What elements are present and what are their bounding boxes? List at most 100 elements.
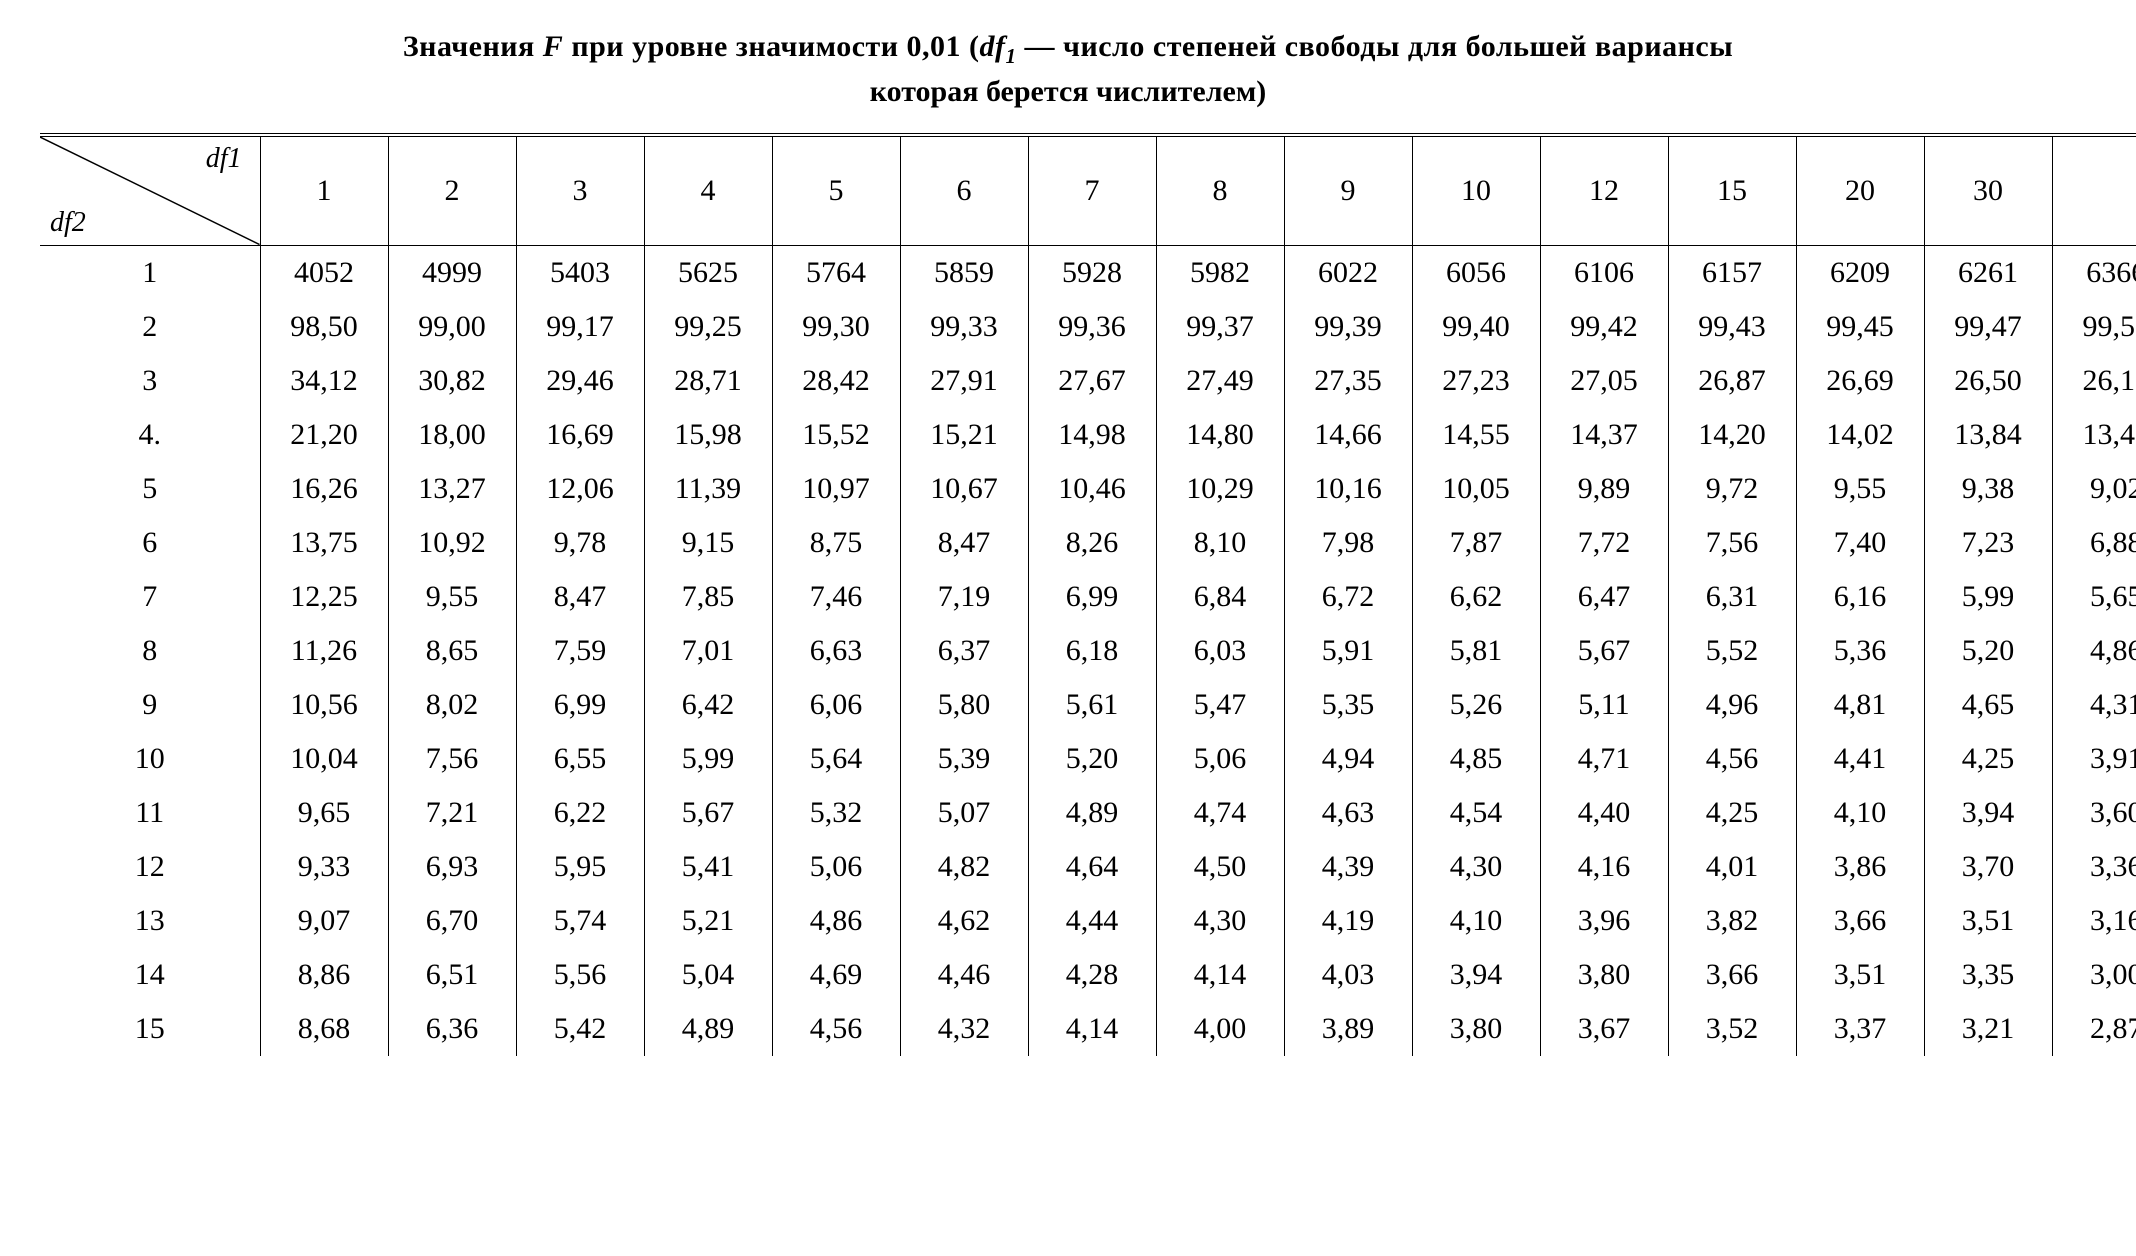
table-cell: 3,66 [1668, 948, 1796, 1002]
table-cell: 3,70 [1924, 840, 2052, 894]
table-cell: 26,69 [1796, 354, 1924, 408]
table-cell: 8,68 [260, 1002, 388, 1056]
table-cell: 27,35 [1284, 354, 1412, 408]
table-cell: 10,29 [1156, 462, 1284, 516]
table-cell: 2,87 [2052, 1002, 2136, 1056]
table-subtitle: которая берется числителем) [40, 75, 2096, 109]
table-cell: 4,01 [1668, 840, 1796, 894]
table-cell: 7,19 [900, 570, 1028, 624]
table-cell: 5,07 [900, 786, 1028, 840]
table-cell: 10,92 [388, 516, 516, 570]
table-cell: 6,93 [388, 840, 516, 894]
table-cell: 4,44 [1028, 894, 1156, 948]
table-row: 811,268,657,597,016,636,376,186,035,915,… [40, 624, 2136, 678]
table-cell: 6,16 [1796, 570, 1924, 624]
table-cell: 6022 [1284, 245, 1412, 300]
table-cell: 14,80 [1156, 408, 1284, 462]
table-cell: 7,01 [644, 624, 772, 678]
table-cell: 4,25 [1924, 732, 2052, 786]
table-cell: 3,37 [1796, 1002, 1924, 1056]
table-cell: 7,56 [1668, 516, 1796, 570]
table-cell: 3,36 [2052, 840, 2136, 894]
table-cell: 6,36 [388, 1002, 516, 1056]
table-row: 298,5099,0099,1799,2599,3099,3399,3699,3… [40, 300, 2136, 354]
table-cell: 5,39 [900, 732, 1028, 786]
table-cell: 13,75 [260, 516, 388, 570]
table-cell: 34,12 [260, 354, 388, 408]
table-cell: 6106 [1540, 245, 1668, 300]
table-cell: 5403 [516, 245, 644, 300]
table-cell: 5,99 [1924, 570, 2052, 624]
table-cell: 3,67 [1540, 1002, 1668, 1056]
table-cell: 5,41 [644, 840, 772, 894]
table-cell: 6,99 [1028, 570, 1156, 624]
table-cell: 6,84 [1156, 570, 1284, 624]
table-cell: 3,60 [2052, 786, 2136, 840]
title-df1: df1 [980, 30, 1017, 63]
table-cell: 15,98 [644, 408, 772, 462]
table-cell: 6,72 [1284, 570, 1412, 624]
table-cell: 14,98 [1028, 408, 1156, 462]
table-cell: 9,55 [1796, 462, 1924, 516]
table-cell: 6,99 [516, 678, 644, 732]
table-cell: 6,18 [1028, 624, 1156, 678]
table-row: 712,259,558,477,857,467,196,996,846,726,… [40, 570, 2136, 624]
table-cell: 99,17 [516, 300, 644, 354]
table-cell: 4,00 [1156, 1002, 1284, 1056]
table-cell: 4,81 [1796, 678, 1924, 732]
table-cell: 6261 [1924, 245, 2052, 300]
corner-df2: df2 [50, 207, 86, 239]
table-cell: 4,50 [1156, 840, 1284, 894]
title-F: F [543, 30, 564, 63]
table-cell: 8,75 [772, 516, 900, 570]
table-cell: 99,00 [388, 300, 516, 354]
table-cell: 10,16 [1284, 462, 1412, 516]
table-cell: 4,30 [1156, 894, 1284, 948]
table-cell: 13,46 [2052, 408, 2136, 462]
table-cell: 14,37 [1540, 408, 1668, 462]
table-cell: 8,26 [1028, 516, 1156, 570]
table-cell: 9,38 [1924, 462, 2052, 516]
table-cell: 4,16 [1540, 840, 1668, 894]
table-cell: 5982 [1156, 245, 1284, 300]
table-cell: 3,35 [1924, 948, 2052, 1002]
table-cell: 5,52 [1668, 624, 1796, 678]
table-cell: 3,91 [2052, 732, 2136, 786]
table-cell: 9,02 [2052, 462, 2136, 516]
table-cell: 3,52 [1668, 1002, 1796, 1056]
title-prefix: Значения [403, 30, 543, 63]
table-cell: 4,74 [1156, 786, 1284, 840]
table-cell: 9,72 [1668, 462, 1796, 516]
row-label: 2 [40, 300, 260, 354]
table-cell: 8,10 [1156, 516, 1284, 570]
table-cell: 4052 [260, 245, 388, 300]
column-header: 20 [1796, 135, 1924, 245]
table-cell: 10,56 [260, 678, 388, 732]
table-cell: 99,50 [2052, 300, 2136, 354]
table-cell: 99,30 [772, 300, 900, 354]
table-cell: 5,99 [644, 732, 772, 786]
table-cell: 99,36 [1028, 300, 1156, 354]
table-cell: 3,16 [2052, 894, 2136, 948]
table-cell: 6,47 [1540, 570, 1668, 624]
table-cell: 4,40 [1540, 786, 1668, 840]
table-cell: 3,94 [1412, 948, 1540, 1002]
row-label: 12 [40, 840, 260, 894]
table-cell: 5,26 [1412, 678, 1540, 732]
table-cell: 6,06 [772, 678, 900, 732]
corner-df1: df1 [206, 143, 242, 175]
row-label: 11 [40, 786, 260, 840]
table-cell: 99,45 [1796, 300, 1924, 354]
table-cell: 4,85 [1412, 732, 1540, 786]
table-row: 1405249995403562557645859592859826022605… [40, 245, 2136, 300]
table-cell: 14,55 [1412, 408, 1540, 462]
table-cell: 4,86 [772, 894, 900, 948]
table-cell: 4,25 [1668, 786, 1796, 840]
table-cell: 6,37 [900, 624, 1028, 678]
column-header: 6 [900, 135, 1028, 245]
table-cell: 3,94 [1924, 786, 2052, 840]
table-cell: 5,65 [2052, 570, 2136, 624]
table-cell: 3,82 [1668, 894, 1796, 948]
table-cell: 5,20 [1028, 732, 1156, 786]
column-header: 7 [1028, 135, 1156, 245]
